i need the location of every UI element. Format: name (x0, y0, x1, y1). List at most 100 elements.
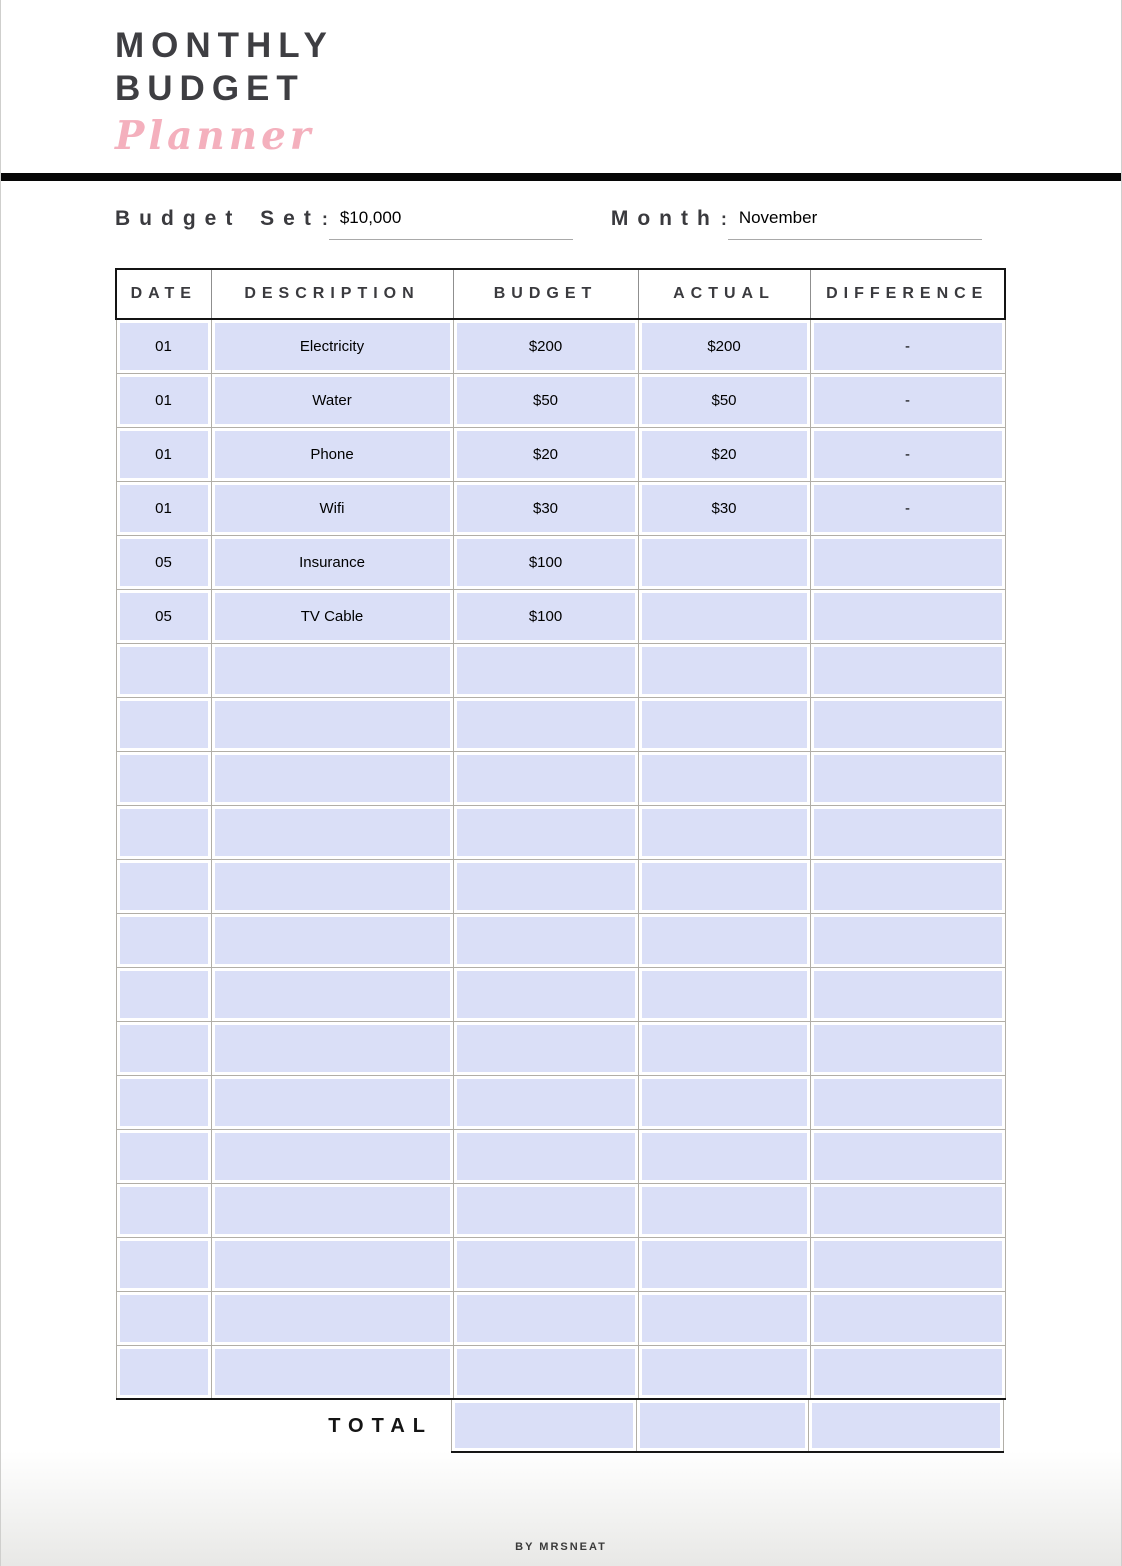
cell-difference[interactable] (809, 1236, 1006, 1292)
cell-date[interactable] (115, 696, 212, 752)
cell-date[interactable]: 05 (115, 534, 212, 590)
cell-difference[interactable]: - (809, 318, 1006, 374)
cell-actual[interactable]: $20 (637, 426, 811, 482)
cell-date[interactable] (115, 642, 212, 698)
cell-date[interactable] (115, 1236, 212, 1292)
cell-date[interactable] (115, 804, 212, 860)
cell-actual[interactable] (637, 1182, 811, 1238)
total-budget-cell[interactable] (451, 1400, 637, 1453)
cell-description[interactable]: TV Cable (210, 588, 454, 644)
cell-budget[interactable] (452, 966, 639, 1022)
cell-date[interactable] (115, 858, 212, 914)
cell-description[interactable] (210, 1128, 454, 1184)
cell-date[interactable] (115, 1290, 212, 1346)
cell-date[interactable]: 01 (115, 318, 212, 374)
total-actual-cell[interactable] (636, 1400, 809, 1453)
cell-budget[interactable]: $200 (452, 318, 639, 374)
cell-description[interactable]: Wifi (210, 480, 454, 536)
cell-budget[interactable] (452, 1128, 639, 1184)
cell-difference[interactable] (809, 696, 1006, 752)
cell-budget[interactable]: $20 (452, 426, 639, 482)
cell-description[interactable] (210, 966, 454, 1022)
cell-difference[interactable] (809, 804, 1006, 860)
cell-date[interactable] (115, 1074, 212, 1130)
cell-description[interactable] (210, 858, 454, 914)
cell-budget[interactable]: $100 (452, 588, 639, 644)
month-input[interactable]: November (738, 208, 818, 227)
cell-difference[interactable]: - (809, 372, 1006, 428)
cell-actual[interactable] (637, 966, 811, 1022)
cell-date[interactable]: 05 (115, 588, 212, 644)
cell-difference[interactable] (809, 912, 1006, 968)
cell-budget[interactable] (452, 804, 639, 860)
cell-description[interactable]: Water (210, 372, 454, 428)
budget-set-input[interactable]: $10,000 (339, 208, 402, 227)
cell-description[interactable] (210, 642, 454, 698)
cell-budget[interactable] (452, 912, 639, 968)
cell-budget[interactable]: $100 (452, 534, 639, 590)
cell-difference[interactable] (809, 750, 1006, 806)
cell-budget[interactable]: $30 (452, 480, 639, 536)
cell-actual[interactable] (637, 1020, 811, 1076)
cell-budget[interactable]: $50 (452, 372, 639, 428)
cell-difference[interactable] (809, 858, 1006, 914)
cell-date[interactable] (115, 1182, 212, 1238)
cell-budget[interactable] (452, 1344, 639, 1400)
cell-budget[interactable] (452, 1290, 639, 1346)
cell-difference[interactable] (809, 588, 1006, 644)
cell-description[interactable] (210, 750, 454, 806)
cell-budget[interactable] (452, 1182, 639, 1238)
cell-difference[interactable] (809, 966, 1006, 1022)
cell-date[interactable] (115, 750, 212, 806)
cell-actual[interactable] (637, 1128, 811, 1184)
cell-difference[interactable] (809, 1290, 1006, 1346)
cell-date[interactable]: 01 (115, 372, 212, 428)
cell-date[interactable] (115, 1128, 212, 1184)
cell-date[interactable] (115, 966, 212, 1022)
cell-actual[interactable] (637, 1344, 811, 1400)
cell-description[interactable] (210, 912, 454, 968)
cell-actual[interactable] (637, 1236, 811, 1292)
cell-actual[interactable]: $50 (637, 372, 811, 428)
cell-actual[interactable] (637, 1290, 811, 1346)
cell-budget[interactable] (452, 1020, 639, 1076)
cell-description[interactable] (210, 1074, 454, 1130)
cell-budget[interactable] (452, 750, 639, 806)
cell-description[interactable]: Electricity (210, 318, 454, 374)
cell-date[interactable]: 01 (115, 426, 212, 482)
cell-difference[interactable] (809, 1074, 1006, 1130)
cell-budget[interactable] (452, 696, 639, 752)
cell-description[interactable] (210, 1182, 454, 1238)
cell-date[interactable] (115, 1344, 212, 1400)
cell-actual[interactable] (637, 1074, 811, 1130)
cell-difference[interactable] (809, 1128, 1006, 1184)
cell-actual[interactable] (637, 912, 811, 968)
cell-description[interactable]: Insurance (210, 534, 454, 590)
cell-actual[interactable] (637, 534, 811, 590)
cell-description[interactable] (210, 1020, 454, 1076)
cell-actual[interactable]: $30 (637, 480, 811, 536)
cell-difference[interactable] (809, 642, 1006, 698)
cell-actual[interactable] (637, 858, 811, 914)
cell-description[interactable] (210, 1236, 454, 1292)
cell-difference[interactable] (809, 1344, 1006, 1400)
cell-difference[interactable]: - (809, 426, 1006, 482)
cell-budget[interactable] (452, 858, 639, 914)
cell-actual[interactable] (637, 642, 811, 698)
cell-date[interactable]: 01 (115, 480, 212, 536)
cell-difference[interactable] (809, 1182, 1006, 1238)
cell-actual[interactable] (637, 804, 811, 860)
cell-description[interactable]: Phone (210, 426, 454, 482)
cell-actual[interactable] (637, 588, 811, 644)
cell-description[interactable] (210, 804, 454, 860)
cell-budget[interactable] (452, 1074, 639, 1130)
cell-actual[interactable] (637, 750, 811, 806)
cell-difference[interactable] (809, 534, 1006, 590)
cell-description[interactable] (210, 1290, 454, 1346)
cell-difference[interactable]: - (809, 480, 1006, 536)
cell-description[interactable] (210, 696, 454, 752)
cell-budget[interactable] (452, 642, 639, 698)
total-difference-cell[interactable] (808, 1400, 1004, 1453)
cell-description[interactable] (210, 1344, 454, 1400)
cell-actual[interactable]: $200 (637, 318, 811, 374)
